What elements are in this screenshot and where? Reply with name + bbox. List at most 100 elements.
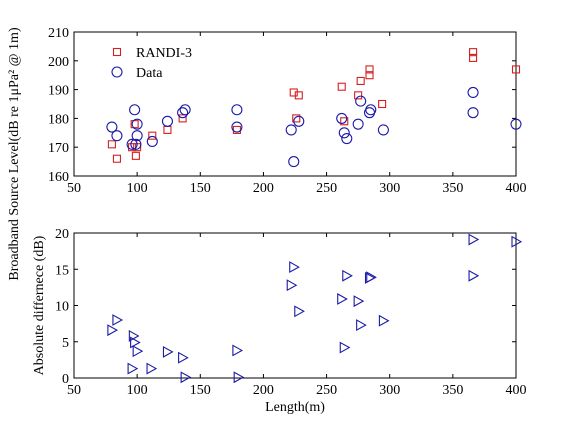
data-point bbox=[131, 118, 143, 130]
y-tick-label: 200 bbox=[48, 55, 69, 70]
series-data bbox=[106, 86, 522, 168]
difference-point bbox=[511, 235, 523, 248]
x-tick-label: 250 bbox=[316, 383, 337, 398]
bottom-panel-absolute-difference: 50 100 150 200 250 300 350 400 0 5 10 15 20 Absolute … bbox=[32, 227, 527, 415]
randi-point bbox=[292, 114, 301, 123]
difference-point bbox=[286, 279, 298, 292]
randi-point bbox=[354, 91, 363, 100]
difference-point bbox=[342, 269, 353, 282]
plot-frame bbox=[73, 31, 517, 177]
difference-point bbox=[468, 233, 480, 246]
difference-point bbox=[180, 371, 192, 384]
y-tick-label: 20 bbox=[55, 227, 69, 242]
legend-marker-randi bbox=[112, 47, 122, 57]
data-point bbox=[111, 130, 123, 142]
data-point bbox=[146, 135, 158, 147]
data-point bbox=[293, 115, 305, 127]
data-point bbox=[231, 121, 243, 133]
difference-point bbox=[162, 345, 174, 358]
y-tick-label: 10 bbox=[55, 300, 69, 315]
randi-point bbox=[112, 154, 121, 163]
data-point bbox=[288, 156, 300, 168]
x-tick-label: 50 bbox=[67, 181, 81, 196]
randi-point bbox=[178, 114, 187, 123]
randi-point bbox=[356, 76, 365, 86]
legend-marker-data bbox=[111, 66, 123, 78]
randi-point bbox=[365, 71, 374, 80]
y-tick-label: 170 bbox=[48, 141, 69, 156]
plot-frame bbox=[73, 232, 517, 379]
randi-point bbox=[107, 140, 116, 149]
difference-point bbox=[130, 336, 141, 349]
difference-point bbox=[127, 362, 139, 375]
y-tick-label: 210 bbox=[48, 26, 69, 41]
x-tick-label: 400 bbox=[506, 383, 527, 398]
data-point bbox=[177, 107, 189, 119]
y-tick-label: 15 bbox=[55, 263, 69, 278]
data-point bbox=[129, 104, 141, 116]
data-point bbox=[336, 112, 348, 124]
data-point bbox=[338, 127, 350, 139]
difference-point bbox=[232, 344, 244, 357]
randi-point bbox=[469, 48, 478, 57]
x-tick-label: 400 bbox=[506, 181, 527, 196]
randi-point bbox=[378, 99, 387, 109]
randi-point bbox=[130, 120, 139, 129]
data-point bbox=[285, 124, 297, 136]
x-tick-label: 350 bbox=[442, 181, 463, 196]
difference-point bbox=[337, 293, 348, 305]
randi-point bbox=[148, 131, 157, 140]
x-tick-label: 300 bbox=[379, 181, 400, 196]
x-tick-label: 150 bbox=[190, 383, 211, 398]
legend-label: RANDI-3 bbox=[136, 46, 192, 61]
difference-point bbox=[112, 314, 124, 326]
difference-point bbox=[356, 319, 367, 332]
x-tick-label: 250 bbox=[316, 181, 337, 196]
difference-point bbox=[378, 314, 390, 327]
difference-point bbox=[294, 305, 305, 318]
x-tick-label: 100 bbox=[127, 383, 148, 398]
data-point bbox=[355, 95, 367, 107]
difference-point bbox=[366, 271, 377, 284]
data-point bbox=[131, 130, 143, 142]
x-tick-label: 200 bbox=[253, 383, 274, 398]
top-panel-source-level: 50 100 150 200 250 300 350 400 160 170 180 190 200 21… bbox=[48, 26, 527, 196]
data-point bbox=[161, 115, 174, 127]
y-tick-label: 180 bbox=[48, 112, 69, 127]
x-tick-label: 300 bbox=[379, 383, 400, 398]
difference-point bbox=[178, 351, 189, 364]
x-tick-label: 100 bbox=[127, 181, 148, 196]
legend: RANDI-3 Data bbox=[111, 46, 192, 81]
legend-label: Data bbox=[136, 66, 163, 81]
data-point bbox=[467, 107, 479, 119]
randi-point bbox=[131, 151, 140, 160]
difference-point bbox=[468, 269, 480, 282]
data-point bbox=[341, 133, 353, 145]
y-tick-label: 5 bbox=[62, 336, 69, 351]
y-tick-label: 190 bbox=[48, 84, 69, 99]
difference-point bbox=[132, 345, 144, 358]
x-axis-label: Length(m) bbox=[265, 400, 325, 415]
series-absolute-difference bbox=[107, 233, 523, 384]
difference-point bbox=[289, 261, 300, 274]
difference-point bbox=[353, 295, 365, 308]
x-tick-label: 200 bbox=[253, 181, 274, 196]
randi-point bbox=[511, 65, 521, 74]
data-point bbox=[231, 104, 243, 116]
data-point bbox=[377, 124, 389, 136]
x-tick-label: 50 bbox=[67, 383, 81, 398]
randi-point bbox=[365, 65, 374, 74]
x-tick-label: 150 bbox=[190, 181, 211, 196]
y-tick-label: 0 bbox=[62, 372, 69, 387]
difference-point bbox=[146, 362, 158, 375]
data-point bbox=[179, 104, 191, 116]
y-tick-label: 160 bbox=[48, 170, 69, 185]
difference-point bbox=[339, 341, 351, 354]
data-point bbox=[467, 86, 479, 99]
data-point bbox=[126, 138, 138, 150]
difference-point bbox=[107, 324, 119, 337]
shared-y-axis-label: Broadband Source Level(dB re 1μPa² @ 1m) bbox=[7, 27, 22, 281]
data-point bbox=[106, 121, 118, 133]
data-point bbox=[352, 118, 364, 130]
